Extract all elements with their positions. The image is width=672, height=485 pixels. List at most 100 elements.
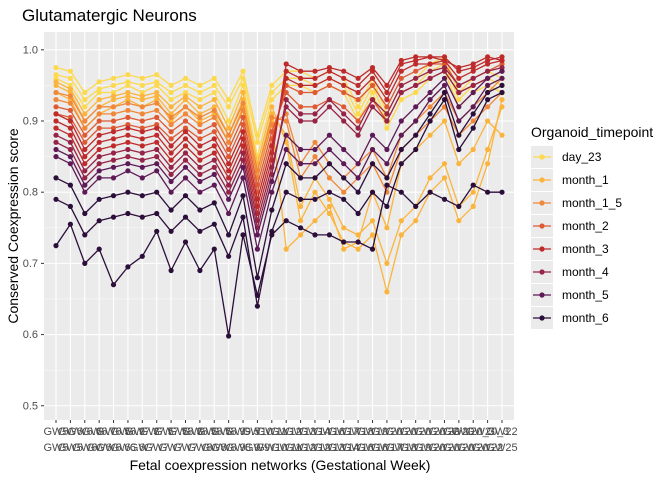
data-point-day_23 (168, 82, 174, 88)
data-point-month_1 (384, 225, 390, 231)
data-point-month_5 (326, 146, 332, 153)
data-point-month_1 (197, 104, 203, 110)
data-point-month_5 (499, 75, 505, 81)
data-point-month_1 (96, 97, 102, 103)
y-axis-ticks: 0.5 0.6 0.7 0.8 0.9 1.0 (23, 44, 44, 412)
legend-label: day_23 (562, 150, 602, 164)
data-point-month_3 (283, 61, 289, 67)
data-point-month_4 (240, 150, 246, 156)
data-point-month_6 (312, 175, 318, 181)
data-point-month_1 (298, 232, 304, 238)
data-point-month_6 (427, 189, 433, 195)
data-point-month_6 (413, 203, 419, 209)
data-point-month_1_5 (211, 114, 217, 120)
data-point-month_1_5 (139, 111, 145, 117)
data-point-month_4 (67, 146, 73, 153)
data-point-month_6 (110, 282, 117, 288)
data-point-month_4 (53, 132, 59, 138)
series-layer (53, 54, 505, 339)
data-point-month_3 (197, 157, 203, 163)
data-point-month_4 (341, 111, 347, 117)
data-point-month_5 (197, 178, 203, 185)
data-point-month_5 (53, 146, 59, 153)
data-point-month_5 (283, 132, 289, 138)
data-point-month_6 (441, 196, 448, 202)
data-point-month_2 (240, 122, 246, 128)
data-point-month_2 (226, 154, 232, 160)
data-point-month_2 (355, 118, 361, 124)
data-point-month_4 (470, 75, 476, 81)
data-point-month_5 (139, 175, 145, 181)
data-point-month_6 (341, 175, 347, 181)
data-point-day_23 (110, 82, 117, 88)
data-point-day_23 (168, 97, 174, 103)
data-point-month_2 (110, 118, 117, 124)
data-point-month_1 (326, 196, 332, 202)
data-point-month_3 (53, 111, 59, 117)
data-point-day_23 (254, 139, 260, 145)
data-point-month_6 (355, 210, 361, 217)
data-point-month_5 (240, 164, 246, 170)
data-point-month_5 (283, 146, 289, 153)
data-point-month_3 (182, 129, 189, 135)
data-point-month_4 (312, 111, 318, 117)
chart-title: Glutamatergic Neurons (22, 6, 197, 25)
data-point-month_1 (110, 97, 117, 103)
data-point-month_1 (470, 146, 476, 153)
data-point-month_6 (110, 214, 117, 220)
plot-panel (44, 32, 514, 420)
data-point-month_5 (110, 175, 117, 181)
data-point-month_5 (67, 154, 73, 160)
x-tick-label: GW13 (314, 442, 345, 454)
data-point-month_3 (67, 118, 73, 124)
data-point-month_5 (125, 168, 131, 174)
data-point-month_4 (413, 82, 419, 88)
data-point-month_4 (427, 75, 433, 81)
data-point-month_3 (441, 57, 448, 64)
data-point-month_5 (312, 146, 318, 153)
data-point-month_4 (226, 182, 232, 188)
x-tick-label: GW20 (443, 442, 474, 454)
legend-key-point (539, 200, 545, 206)
data-point-day_23 (139, 75, 145, 81)
data-point-month_4 (427, 68, 433, 74)
data-point-month_1 (298, 203, 304, 209)
data-point-day_23 (384, 125, 390, 131)
data-point-month_3 (413, 57, 419, 64)
x-tick-label: GW22 (486, 426, 517, 438)
data-point-month_3 (427, 61, 433, 67)
x-tick-label: GW5 (43, 426, 68, 438)
data-point-month_6 (254, 275, 260, 281)
data-point-month_5 (298, 161, 304, 167)
legend-key-point (539, 223, 545, 229)
data-point-day_23 (240, 82, 246, 88)
x-tick-label: GW20_3 (466, 426, 509, 438)
data-point-month_4 (226, 189, 232, 195)
data-point-month_1_5 (312, 154, 318, 160)
data-point-month_6 (96, 246, 102, 252)
data-point-month_1 (269, 104, 275, 110)
data-point-day_23 (240, 75, 246, 81)
data-point-month_3 (96, 146, 102, 153)
data-point-day_23 (67, 68, 73, 74)
data-point-month_6 (254, 292, 260, 298)
data-point-month_1 (139, 97, 145, 103)
data-point-month_5 (254, 232, 260, 238)
data-point-month_6 (283, 189, 289, 195)
data-point-month_1 (168, 118, 174, 124)
data-point-month_1_5 (82, 118, 88, 124)
x-tick-label: GW8.5 (197, 426, 231, 438)
data-point-day_23 (82, 104, 88, 110)
data-point-month_3 (470, 65, 476, 71)
data-point-month_3 (139, 143, 145, 149)
data-point-month_5 (226, 210, 232, 217)
data-point-month_6 (298, 196, 304, 202)
data-point-month_3 (326, 75, 332, 81)
data-point-month_2 (211, 129, 217, 135)
data-point-month_6 (139, 214, 145, 220)
data-point-month_2 (96, 118, 102, 124)
data-point-month_4 (53, 139, 59, 145)
data-point-month_6 (82, 232, 88, 238)
data-point-month_3 (211, 143, 217, 149)
data-point-month_6 (283, 218, 289, 224)
